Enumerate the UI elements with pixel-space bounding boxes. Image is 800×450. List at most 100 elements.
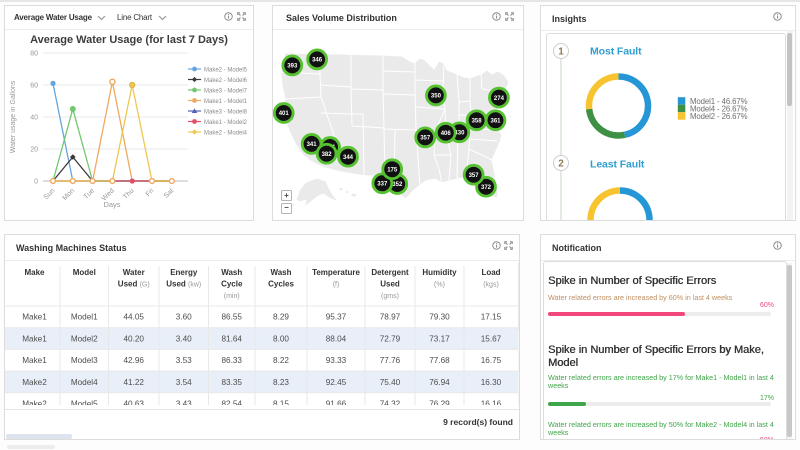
svg-text:Model2 - 26.67%: Model2 - 26.67%: [690, 112, 748, 121]
svg-text:(min): (min): [224, 293, 240, 300]
svg-text:Tue: Tue: [83, 187, 96, 200]
svg-text:41.22: 41.22: [124, 378, 145, 387]
svg-text:40.63: 40.63: [124, 399, 145, 405]
svg-text:86.55: 86.55: [222, 313, 243, 322]
svg-text:Sat: Sat: [163, 187, 175, 199]
svg-text:Wash: Wash: [221, 268, 242, 277]
svg-text:344: 344: [343, 155, 354, 161]
svg-text:Water: Water: [123, 268, 145, 277]
svg-text:76.94: 76.94: [429, 378, 450, 387]
svg-text:Humidity: Humidity: [422, 268, 457, 277]
svg-text:372: 372: [481, 185, 492, 191]
svg-text:95.37: 95.37: [326, 313, 347, 322]
svg-text:358: 358: [472, 119, 483, 125]
svg-text:86.33: 86.33: [222, 356, 243, 365]
svg-text:Model1 - 46.67%: Model1 - 46.67%: [690, 97, 748, 106]
svg-text:74.32: 74.32: [380, 399, 401, 405]
svg-text:Make2: Make2: [22, 399, 47, 405]
svg-text:Thu: Thu: [122, 187, 136, 201]
svg-text:357: 357: [420, 136, 431, 142]
svg-text:3.54: 3.54: [176, 378, 192, 387]
svg-text:Model4 - 26.67%: Model4 - 26.67%: [690, 104, 748, 113]
svg-text:81.64: 81.64: [222, 334, 243, 343]
svg-text:Temperature: Temperature: [312, 268, 360, 277]
svg-text:406: 406: [441, 131, 452, 137]
svg-text:Used (G): Used (G): [118, 280, 150, 289]
svg-text:Make1 - Model1: Make1 - Model1: [204, 99, 248, 105]
svg-text:3.53: 3.53: [176, 356, 192, 365]
svg-text:77.76: 77.76: [380, 356, 401, 365]
svg-text:8.15: 8.15: [273, 399, 289, 405]
svg-text:Make1: Make1: [22, 313, 47, 322]
svg-text:Mon: Mon: [62, 187, 77, 202]
svg-text:274: 274: [494, 96, 505, 102]
svg-text:Least Fault: Least Fault: [590, 159, 645, 171]
svg-text:Make: Make: [24, 268, 45, 277]
svg-text:382: 382: [322, 152, 333, 158]
svg-text:8.00: 8.00: [273, 334, 289, 343]
svg-text:Make2 - Model5: Make2 - Model5: [204, 68, 248, 74]
svg-text:350: 350: [431, 94, 442, 100]
svg-text:40.20: 40.20: [124, 334, 145, 343]
svg-text:2: 2: [558, 159, 564, 170]
svg-text:357: 357: [469, 173, 480, 179]
svg-text:Make1: Make1: [22, 334, 47, 343]
svg-text:Make2: Make2: [22, 378, 47, 387]
svg-text:352: 352: [392, 182, 403, 188]
svg-text:78.97: 78.97: [380, 313, 401, 322]
svg-text:Make2 - Model6: Make2 - Model6: [204, 78, 248, 84]
svg-text:20: 20: [30, 147, 38, 154]
svg-text:Days: Days: [103, 200, 120, 209]
svg-text:92.45: 92.45: [326, 378, 347, 387]
svg-text:Cycles: Cycles: [268, 280, 294, 289]
svg-text:Make3 - Model7: Make3 - Model7: [204, 89, 248, 95]
svg-text:346: 346: [312, 58, 323, 64]
svg-text:Make1: Make1: [22, 356, 47, 365]
svg-text:16.30: 16.30: [481, 378, 502, 387]
svg-text:Model5: Model5: [71, 399, 98, 405]
svg-text:8.29: 8.29: [273, 313, 289, 322]
svg-text:44.05: 44.05: [124, 313, 145, 322]
svg-text:88.04: 88.04: [326, 334, 347, 343]
svg-text:Model2: Model2: [71, 334, 98, 343]
svg-text:40: 40: [30, 115, 38, 122]
svg-text:(kgs): (kgs): [483, 282, 499, 289]
svg-text:Make1 - Model2: Make1 - Model2: [204, 120, 248, 126]
svg-text:Make2 - Model4: Make2 - Model4: [204, 131, 248, 137]
svg-text:1: 1: [558, 47, 564, 58]
svg-text:(f): (f): [333, 282, 340, 289]
svg-text:(%): (%): [434, 282, 445, 289]
svg-text:Detergent: Detergent: [371, 268, 409, 277]
svg-text:3.60: 3.60: [176, 313, 192, 322]
svg-text:341: 341: [307, 142, 318, 148]
svg-text:16.75: 16.75: [481, 356, 502, 365]
svg-text:Used (kw): Used (kw): [166, 280, 201, 289]
svg-text:82.54: 82.54: [222, 399, 243, 405]
svg-text:Water usage in Gallons: Water usage in Gallons: [10, 80, 17, 153]
svg-text:17.15: 17.15: [481, 313, 502, 322]
svg-text:Cycle: Cycle: [221, 280, 243, 289]
svg-text:16.16: 16.16: [481, 399, 502, 405]
svg-text:337: 337: [377, 182, 388, 188]
svg-text:77.68: 77.68: [429, 356, 450, 365]
svg-text:60: 60: [30, 83, 38, 90]
svg-text:8.23: 8.23: [273, 378, 289, 387]
svg-text:Wash: Wash: [270, 268, 291, 277]
svg-text:175: 175: [387, 167, 398, 173]
svg-text:76.29: 76.29: [429, 399, 450, 405]
svg-text:Energy: Energy: [170, 268, 198, 277]
svg-text:0: 0: [34, 179, 38, 186]
svg-text:72.79: 72.79: [380, 334, 401, 343]
svg-text:Model4: Model4: [71, 378, 98, 387]
svg-text:Most Fault: Most Fault: [590, 46, 642, 58]
svg-text:Used: Used: [380, 280, 400, 289]
svg-text:Fri: Fri: [145, 187, 156, 198]
svg-text:80: 80: [30, 51, 38, 58]
svg-text:3.43: 3.43: [176, 399, 192, 405]
svg-text:73.17: 73.17: [429, 334, 450, 343]
svg-text:Load: Load: [481, 268, 500, 277]
svg-text:42.96: 42.96: [124, 356, 145, 365]
svg-text:Model: Model: [73, 268, 96, 277]
svg-text:401: 401: [279, 111, 290, 117]
svg-text:3.40: 3.40: [176, 334, 192, 343]
